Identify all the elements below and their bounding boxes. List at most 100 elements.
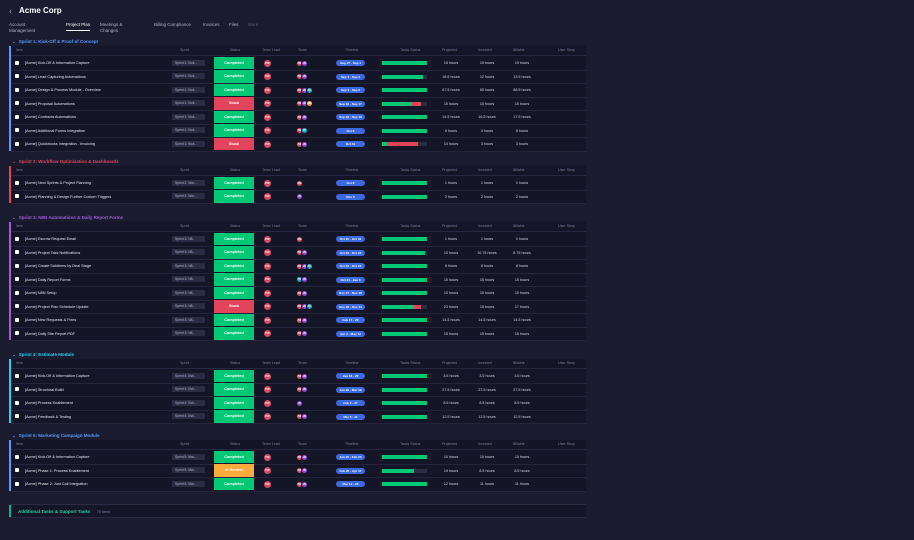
column-header-billable[interactable]: Billable	[513, 224, 525, 228]
timeline-pill[interactable]: Oct 16 - Oct 24	[336, 249, 365, 256]
sprint-tag[interactable]: Sprint 5: Mar...	[172, 467, 205, 473]
team-lead-avatar[interactable]: PW	[264, 73, 271, 80]
team-lead-avatar[interactable]: PW	[264, 193, 271, 200]
status-label[interactable]: In Review	[214, 464, 254, 477]
table-row[interactable]: [Acme] Planning & Design Further Custom …	[11, 190, 586, 204]
team-lead-avatar[interactable]: PW	[264, 399, 271, 407]
row-checkbox[interactable]	[15, 414, 19, 418]
timeline-pill[interactable]: Sep 18 - Sep 19	[336, 114, 365, 120]
chevron-down-icon[interactable]: ⌄	[12, 39, 16, 44]
timeline-pill[interactable]: Nov 20 - Dec 24	[336, 303, 365, 310]
status-label[interactable]: Completed	[214, 259, 254, 272]
chevron-down-icon[interactable]: ⌄	[12, 215, 16, 220]
sprint-tag[interactable]: Sprint 1: Kick...	[172, 59, 205, 66]
item-name[interactable]: [Acme] Escrow Request Email	[25, 237, 77, 241]
sprint-tag[interactable]: Sprint 3: N8...	[172, 303, 205, 309]
column-header-tasks-status[interactable]: Tasks Status	[400, 48, 421, 52]
column-header-billable[interactable]: Billable	[513, 48, 525, 52]
sprint-tag[interactable]: Sprint 3: N8...	[172, 276, 205, 282]
table-row[interactable]: [Acme] Feedback & Testing Sprint 4: Esti.…	[11, 410, 586, 424]
row-checkbox[interactable]	[15, 250, 19, 254]
table-row[interactable]: [Acme] N8N Setup Sprint 3: N8... Completed…	[11, 286, 586, 301]
status-label[interactable]: Completed	[214, 124, 254, 137]
chevron-down-icon[interactable]: ⌄	[12, 159, 16, 164]
sprint-tag[interactable]: Sprint 3: N8...	[172, 249, 205, 255]
row-checkbox[interactable]	[15, 101, 19, 105]
tab-more[interactable]: More	[248, 22, 258, 28]
column-header-invested[interactable]: Invested	[478, 361, 492, 365]
status-label[interactable]: Completed	[214, 286, 254, 299]
sprint-tag[interactable]: Sprint 2: Wor...	[172, 179, 205, 186]
timeline-pill[interactable]: Oct 22 - Oct 23	[336, 263, 365, 269]
timeline-pill[interactable]: Oct 8	[336, 180, 365, 186]
column-header-team[interactable]: Team	[298, 168, 307, 172]
row-checkbox[interactable]	[15, 87, 19, 92]
sprint-tag[interactable]: Sprint 1: Kick...	[172, 100, 205, 106]
timeline-pill[interactable]: Oct 15 - Oct 31	[336, 236, 365, 242]
row-checkbox[interactable]	[15, 263, 19, 268]
chevron-left-icon[interactable]: ‹	[9, 6, 12, 16]
sprint-tag[interactable]: Sprint 1: Kick...	[172, 73, 205, 79]
status-label[interactable]: Completed	[214, 246, 254, 259]
status-label[interactable]: Completed	[214, 83, 254, 96]
row-checkbox[interactable]	[15, 74, 19, 78]
group-header[interactable]: ⌄ Sprint 5: Marketing Campaign Module	[12, 433, 100, 439]
item-name[interactable]: [Acme] Quickbooks Integration - Invoicin…	[25, 142, 96, 146]
column-header-item[interactable]: Item	[16, 168, 23, 172]
team-lead-avatar[interactable]: PW	[264, 113, 271, 121]
sprint-tag[interactable]: Sprint 2: Wor...	[172, 193, 205, 199]
team-lead-avatar[interactable]: PW	[264, 276, 271, 283]
column-header-invested[interactable]: Invested	[478, 224, 492, 228]
timeline-pill[interactable]: Aug 27 - Sep 1	[336, 60, 365, 66]
group-additional-tasks[interactable]: Additional Tasks & Support Tasks 78 Item…	[9, 504, 586, 518]
table-row[interactable]: [Acme] Project Task Notifications Sprint …	[11, 246, 586, 260]
column-header-sprint[interactable]: Sprint	[180, 442, 190, 446]
item-name[interactable]: [Acme] Daily Report Forms	[25, 277, 71, 282]
group-title[interactable]: Sprint 5: Marketing Campaign Module	[18, 433, 100, 438]
item-name[interactable]: [Acme] N8N Setup	[25, 291, 57, 295]
row-checkbox[interactable]	[15, 317, 19, 322]
sprint-tag[interactable]: Sprint 1: Kick...	[172, 127, 205, 133]
column-header-sprint[interactable]: Sprint	[180, 48, 190, 52]
group-header[interactable]: ⌄ Sprint 3: N8N Automations & Daily Repor…	[12, 215, 123, 221]
row-checkbox[interactable]	[15, 128, 19, 132]
team-lead-avatar[interactable]: PW	[264, 140, 271, 148]
team-lead-avatar[interactable]: PW	[264, 467, 271, 474]
team-lead-avatar[interactable]: PW	[264, 249, 271, 256]
column-header-team-lead[interactable]: Team Lead	[262, 442, 280, 446]
status-label[interactable]: Completed	[214, 273, 254, 286]
timeline-pill[interactable]: Jan 20 - Feb 26	[336, 454, 365, 460]
column-header-team-lead[interactable]: Team Lead	[262, 361, 280, 365]
status-label[interactable]: Completed	[214, 327, 254, 340]
tab-project-plan[interactable]: Project Plan	[66, 22, 91, 31]
status-label[interactable]: Completed	[214, 313, 254, 326]
row-checkbox[interactable]	[15, 387, 19, 391]
group-header[interactable]: ⌄ Sprint 1: Kick-Off & Proof of Concept	[12, 39, 98, 45]
item-name[interactable]: [Acme] Kick-Off & Information Capture	[25, 61, 90, 65]
item-name[interactable]: [Acme] Planning & Design Further Custom …	[25, 194, 112, 199]
column-header-item[interactable]: Item	[16, 224, 23, 228]
column-header-team[interactable]: Team	[298, 224, 307, 228]
row-checkbox[interactable]	[15, 331, 19, 335]
group-title[interactable]: Sprint 4: Estimate Module	[18, 352, 75, 357]
row-checkbox[interactable]	[15, 304, 19, 308]
table-row[interactable]: [Acme] Kick-Off & Information Capture Spr…	[11, 450, 586, 465]
table-row[interactable]: [Acme] Escrow Request Email Sprint 3: N8.…	[11, 232, 586, 247]
item-name[interactable]: [Acme] Kick-Off & Information Capture	[25, 455, 90, 459]
team-lead-avatar[interactable]: PW	[264, 235, 271, 243]
table-row[interactable]: [Acme] Phase 1: Process Enablement Sprint…	[11, 464, 586, 478]
column-header-billable[interactable]: Billable	[513, 442, 525, 446]
item-name[interactable]: [Acme] Lead Capturing Automations	[25, 74, 86, 79]
status-label[interactable]: Stuck	[214, 300, 254, 313]
sprint-tag[interactable]: Sprint 1: Kick...	[172, 86, 205, 93]
item-name[interactable]: [Acme] Phase 2: Just Call Integration	[25, 482, 88, 486]
item-name[interactable]: [Acme] Structural Build	[25, 387, 64, 392]
group-title[interactable]: Additional Tasks & Support Tasks	[18, 508, 91, 514]
timeline-pill[interactable]: Jan 30 - Mar 19	[336, 386, 365, 393]
status-label[interactable]: Completed	[214, 110, 254, 123]
sprint-tag[interactable]: Sprint 4: Esti...	[172, 399, 205, 406]
item-name[interactable]: [Acme] Additional Forms Integration	[25, 128, 86, 133]
table-row[interactable]: [Acme] Structural Build Sprint 4: Esti...…	[11, 383, 586, 397]
column-header-status[interactable]: Status	[230, 48, 241, 52]
team-lead-avatar[interactable]: PW	[264, 262, 271, 270]
